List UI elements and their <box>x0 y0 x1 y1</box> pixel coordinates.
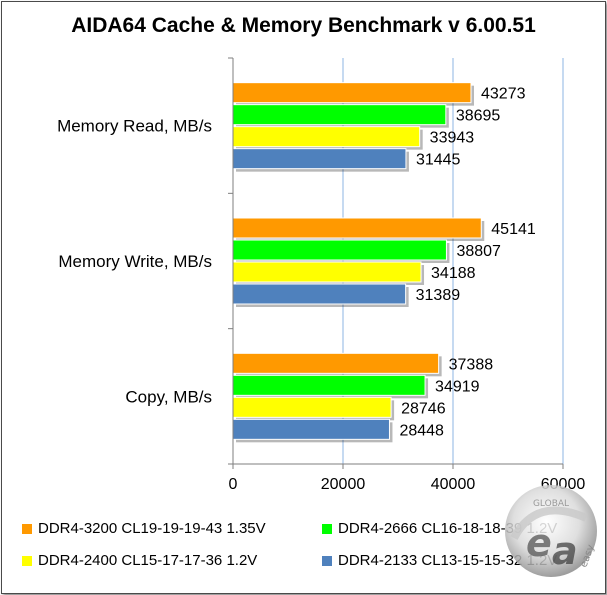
bar <box>232 217 482 239</box>
legend-label: DDR4-2400 CL15-17-17-36 1.2V <box>38 552 258 569</box>
data-label: 34188 <box>431 265 476 282</box>
data-label: 34919 <box>435 378 480 395</box>
category-label: Memory Write, MB/s <box>58 252 212 271</box>
svg-text:e: e <box>526 521 552 565</box>
legend-swatch <box>322 523 332 534</box>
data-label: 45141 <box>491 221 536 238</box>
bar <box>232 283 407 305</box>
data-label: 31389 <box>416 287 461 304</box>
x-tick-label: 0 <box>229 476 238 493</box>
bar <box>232 104 447 126</box>
category-label: Copy, MB/s <box>125 387 212 406</box>
data-label: 31445 <box>416 152 461 169</box>
data-label: 28746 <box>401 400 446 417</box>
legend-item: DDR4-2133 CL13-15-15-32 1.2V <box>322 552 557 569</box>
bar <box>232 239 447 261</box>
legend-label: DDR4-3200 CL19-19-19-43 1.35V <box>38 520 266 537</box>
data-label: 38695 <box>456 108 501 125</box>
bar <box>232 261 422 283</box>
legend-label: DDR4-2666 CL16-18-18-39 1.2V <box>338 520 558 537</box>
legend-label: DDR4-2133 CL13-15-15-32 1.2V <box>338 552 558 569</box>
data-label: 43273 <box>481 86 526 103</box>
bar <box>232 418 390 440</box>
bar-chart: 43273 38695 33943 31445 Memory Read, MB/s 451… <box>57 57 585 493</box>
legend-swatch <box>22 523 32 534</box>
category-label: Memory Read, MB/s <box>57 117 212 136</box>
site-logo-watermark: GLOBAL e a easy <box>505 485 597 577</box>
legend-item: DDR4-2666 CL16-18-18-39 1.2V <box>322 520 557 537</box>
bar <box>232 396 392 418</box>
watermark-text-top: GLOBAL <box>533 499 569 509</box>
bar <box>232 374 426 396</box>
x-tick-label: 20000 <box>321 476 366 493</box>
data-label: 33943 <box>430 130 475 147</box>
legend-item: DDR4-2400 CL15-17-17-36 1.2V <box>22 552 257 569</box>
x-tick-label: 40000 <box>431 476 476 493</box>
bar <box>232 82 472 104</box>
legend-swatch <box>22 555 32 566</box>
bar <box>232 148 407 170</box>
legend-item: DDR4-3200 CL19-19-19-43 1.35V <box>22 520 266 537</box>
chart-title: AIDA64 Cache & Memory Benchmark v 6.00.5… <box>71 14 536 37</box>
bar <box>232 352 440 374</box>
data-label: 37388 <box>449 356 494 373</box>
bar <box>232 126 421 148</box>
svg-text:a: a <box>552 529 578 573</box>
legend-swatch <box>322 555 332 566</box>
data-label: 38807 <box>456 243 501 260</box>
data-label: 28448 <box>399 422 444 439</box>
chart-legend: DDR4-3200 CL19-19-19-43 1.35V DDR4-2666 C… <box>0 508 607 578</box>
